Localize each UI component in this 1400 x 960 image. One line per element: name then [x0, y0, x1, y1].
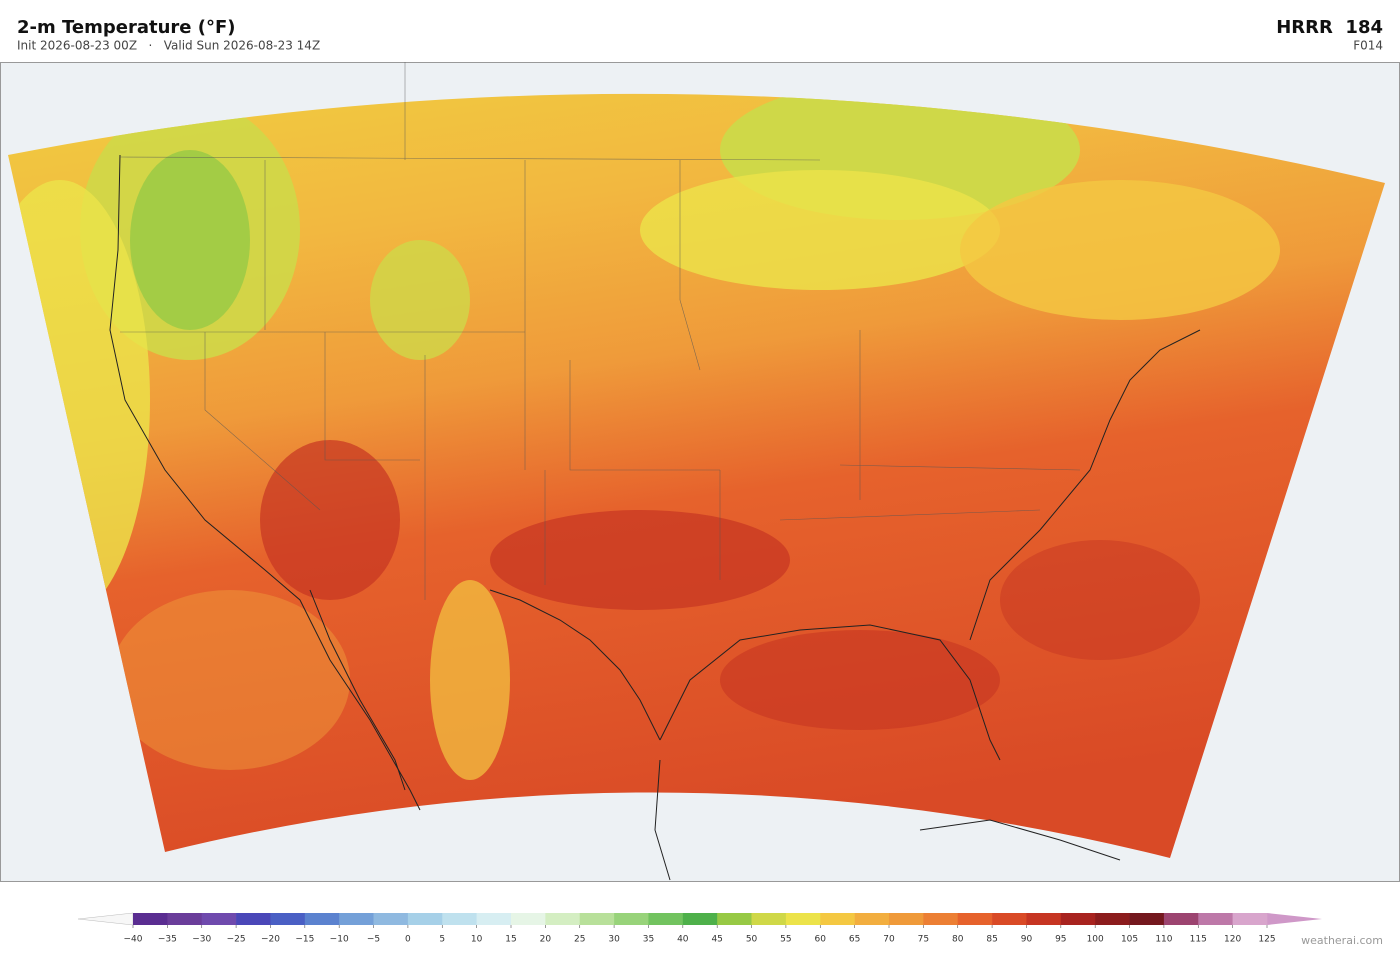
- colorbar-segment: [614, 913, 649, 925]
- colorbar-segment: [1198, 913, 1233, 925]
- colorbar-tick-label: −15: [295, 935, 314, 945]
- map-title: 2-m Temperature (°F): [17, 17, 236, 38]
- colorbar-segment: [373, 913, 409, 925]
- colorbar-tick-label: 30: [608, 935, 620, 945]
- colorbar-tick-label: 5: [439, 935, 445, 945]
- colorbar-tick-label: 95: [1055, 935, 1066, 945]
- border: [489, 589, 661, 741]
- coastline: [969, 329, 1201, 641]
- colorbar-segment: [304, 913, 340, 925]
- colorbar-tick-label: 70: [883, 935, 895, 945]
- coastline: [659, 624, 1001, 761]
- cool-region: [640, 170, 1000, 290]
- colorbar-segment: [751, 913, 787, 925]
- state-lines: [119, 62, 1081, 600]
- colorbar-segment: [992, 913, 1027, 925]
- colorbar-tick-label: 0: [405, 935, 411, 945]
- colorbar-segment: [1232, 913, 1268, 925]
- colorbar-segment: [923, 913, 959, 925]
- colorbar-tick-label: 65: [849, 935, 860, 945]
- colorbar-segment: [854, 913, 890, 925]
- hot-region: [490, 510, 790, 610]
- colorbar-tick-label: 125: [1258, 935, 1275, 945]
- mild-region: [960, 180, 1280, 320]
- mild-region: [110, 590, 350, 770]
- colorbar-segment: [545, 913, 581, 925]
- colorbar-tick-label: 60: [815, 935, 827, 945]
- colorbar-segment: [442, 913, 477, 925]
- colorbar-tick-label: −20: [261, 935, 280, 945]
- colorbar-tick-label: 25: [574, 935, 585, 945]
- colorbar-tick-label: 100: [1087, 935, 1104, 945]
- map-subtitle: Init 2026-08-23 00Z · Valid Sun 2026-08-…: [17, 39, 320, 53]
- coastline: [109, 154, 421, 811]
- colorbar-segment: [1163, 913, 1199, 925]
- watermark: weatherai.com: [1301, 934, 1383, 947]
- colorbar-segment: [1026, 913, 1062, 925]
- hot-region: [260, 440, 400, 600]
- colorbar-segment: [889, 913, 924, 925]
- colorbar-segment: [201, 913, 237, 925]
- colorbar-segment: [236, 913, 271, 925]
- colorbar-tick-label: −10: [330, 935, 349, 945]
- colorbar-segment: [1095, 913, 1130, 925]
- colorbar-tick-label: 115: [1190, 935, 1207, 945]
- colorbar-segment: [1060, 913, 1096, 925]
- colorbar-tick-label: −25: [227, 935, 246, 945]
- colorbar-tick-label: 105: [1121, 935, 1138, 945]
- model-label: HRRR 184: [1276, 17, 1383, 38]
- mild-region: [430, 580, 510, 780]
- colorbar-tick-label: −35: [158, 935, 177, 945]
- colorbar-tick-label: 80: [952, 935, 964, 945]
- colorbar-segment: [820, 913, 855, 925]
- colorbar-tick-label: 10: [471, 935, 483, 945]
- colorbar-under: [77, 912, 134, 926]
- colorbar-tick-label: −30: [192, 935, 211, 945]
- coastline: [309, 589, 406, 791]
- colorbar-tick-label: 35: [643, 935, 654, 945]
- coastlines: [109, 154, 1201, 881]
- colorbar-segment: [133, 913, 168, 925]
- colorbar-tick-label: 110: [1155, 935, 1172, 945]
- colorbar-tick-label: 75: [918, 935, 929, 945]
- colorbar-segment: [1129, 913, 1165, 925]
- colorbar-tick-label: 55: [780, 935, 791, 945]
- colorbar-segment: [957, 913, 993, 925]
- colorbar-segment: [407, 913, 443, 925]
- colorbar-segment: [511, 913, 546, 925]
- colorbar-tick-label: −40: [124, 935, 143, 945]
- colorbar-tick-label: −5: [367, 935, 380, 945]
- colorbar-tick-label: 15: [505, 935, 516, 945]
- colorbar-segment: [785, 913, 821, 925]
- colorbar-segment: [579, 913, 615, 925]
- colorbar-tick-label: 90: [1021, 935, 1033, 945]
- temperature-field: [8, 93, 1385, 858]
- colorbar-tick-label: 20: [540, 935, 552, 945]
- colorbar-segment: [270, 913, 306, 925]
- forecast-hour: F014: [1353, 39, 1383, 53]
- colorbar-tick-label: 120: [1224, 935, 1241, 945]
- colorbar: −40 −35 −30 −25 −20 −15 −10 −5 0 5 10 15 20 25 30 35 40 4…: [77, 912, 1322, 945]
- colorbar-over: [1267, 913, 1322, 925]
- cool-region: [130, 150, 250, 330]
- colorbar-segment: [167, 913, 203, 925]
- colorbar-segment: [717, 913, 752, 925]
- hot-region: [1000, 540, 1200, 660]
- coastline: [654, 759, 671, 881]
- cool-region: [370, 240, 470, 360]
- colorbar-tick-label: 50: [746, 935, 758, 945]
- colorbar-segment: [476, 913, 512, 925]
- coastline: [919, 819, 1121, 861]
- colorbar-segment: [682, 913, 718, 925]
- hot-region: [720, 630, 1000, 730]
- colorbar-tick-label: 40: [677, 935, 689, 945]
- colorbar-tick-label: 85: [986, 935, 997, 945]
- colorbar-segment: [339, 913, 374, 925]
- colorbar-tick-label: 45: [711, 935, 722, 945]
- colorbar-segment: [648, 913, 684, 925]
